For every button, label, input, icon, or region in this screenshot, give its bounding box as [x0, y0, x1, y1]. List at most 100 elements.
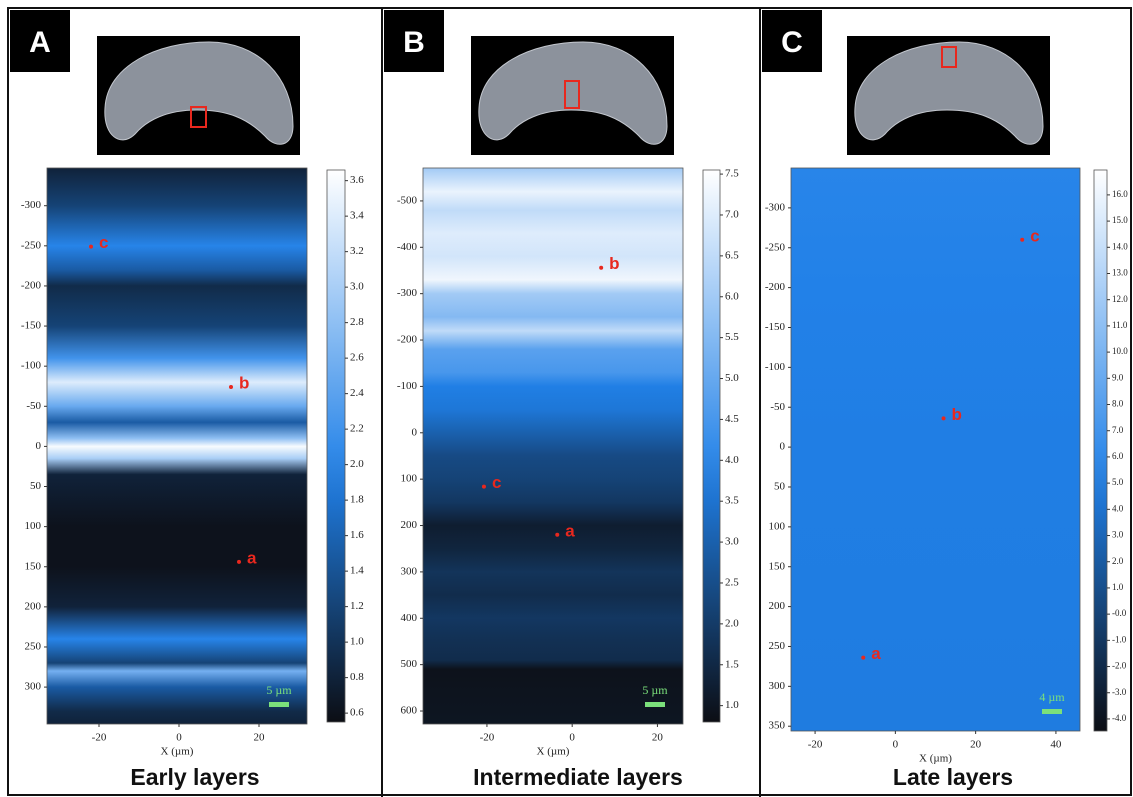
colorbar-tick-label: 1.0 [725, 699, 739, 711]
annotation-point [861, 655, 866, 660]
otolith [478, 41, 668, 145]
colorbar-tick-label: 1.0 [1112, 582, 1124, 592]
colorbar-tick-label: 2.0 [1112, 556, 1124, 566]
colorbar-tick-label: 3.2 [350, 245, 364, 257]
otolith [854, 41, 1044, 145]
x-tick-label: 0 [569, 732, 575, 744]
y-tick-label: -200 [21, 279, 42, 291]
colorbar [1093, 169, 1108, 732]
colorbar-tick-label: 10.0 [1112, 346, 1128, 356]
colorbar-tick-label: 1.6 [350, 529, 364, 541]
heatmap [46, 167, 308, 725]
annotation-label: b [609, 254, 619, 273]
y-tick-label: -50 [770, 401, 785, 413]
panel-caption: Early layers [130, 764, 259, 790]
y-tick-label: 150 [25, 560, 42, 572]
y-tick-label: -300 [397, 287, 418, 299]
colorbar-tick-label: 3.0 [1112, 530, 1124, 540]
y-tick-label: 300 [769, 680, 786, 692]
annotation-point [237, 559, 241, 564]
colorbar-tick-label: 1.8 [350, 494, 364, 506]
colorbar-tick-label: -4.0 [1112, 713, 1127, 723]
y-tick-label: 200 [769, 600, 786, 612]
panel-letter: A [29, 26, 51, 59]
colorbar-tick-label: 5.0 [725, 372, 739, 384]
colorbar-tick-label: 5.5 [725, 331, 739, 343]
colorbar-tick-label: 3.5 [725, 495, 739, 507]
y-tick-label: -250 [21, 239, 42, 251]
colorbar-tick-label: 2.8 [350, 316, 364, 328]
y-tick-label: 50 [774, 481, 786, 493]
colorbar-tick-label: -2.0 [1112, 661, 1127, 671]
y-tick-label: -100 [21, 360, 42, 372]
colorbar-tick-label: 6.0 [725, 290, 739, 302]
frame [7, 7, 1132, 796]
colorbar-tick-label: 7.0 [1112, 425, 1124, 435]
y-tick-label: 50 [30, 480, 42, 492]
x-axis-label: X (µm) [537, 746, 570, 758]
colorbar-tick-label: 4.0 [1112, 503, 1124, 513]
annotation-label: b [239, 374, 249, 393]
y-tick-label: 200 [25, 600, 42, 612]
y-tick-label: 300 [25, 681, 42, 693]
x-tick-label: 40 [1050, 739, 1062, 751]
colorbar-tick-label: 2.5 [725, 577, 739, 589]
y-tick-label: 100 [769, 520, 786, 532]
annotation-point [1020, 237, 1025, 242]
colorbar-tick-label: 3.0 [350, 281, 364, 293]
x-tick-label: 0 [176, 732, 182, 744]
y-tick-label: -400 [397, 241, 418, 253]
colorbar-tick-label: 6.5 [725, 249, 739, 261]
scale-bar [645, 702, 665, 707]
y-tick-label: -200 [765, 281, 786, 293]
y-tick-label: -150 [21, 320, 42, 332]
panel-letter: B [403, 26, 425, 59]
x-tick-label: 20 [652, 732, 664, 744]
colorbar-tick-label: -3.0 [1112, 687, 1127, 697]
y-tick-label: -500 [397, 194, 418, 206]
panel-letter-box [384, 10, 444, 72]
colorbar-tick-label: 15.0 [1112, 215, 1128, 225]
colorbar-tick-label: 2.2 [350, 423, 364, 435]
y-tick-label: -150 [765, 321, 786, 333]
annotation-point [89, 244, 93, 249]
x-axis-label: X (µm) [919, 753, 952, 765]
scale-bar-label: 5 µm [266, 683, 292, 697]
y-tick-label: 200 [401, 519, 418, 531]
colorbar-tick-label: 1.2 [350, 600, 364, 612]
scale-bar-label: 5 µm [642, 683, 668, 697]
annotation-point [599, 265, 604, 270]
colorbar-tick-label: 11.0 [1112, 320, 1128, 330]
scale-bar [1042, 709, 1062, 714]
colorbar-tick-label: 6.0 [1112, 451, 1124, 461]
annotation-label: a [871, 644, 881, 663]
colorbar-tick-label: 8.0 [1112, 399, 1124, 409]
annotation-point [555, 532, 560, 537]
y-tick-label: 400 [401, 612, 418, 624]
colorbar-tick-label: 9.0 [1112, 372, 1124, 382]
colorbar-tick-label: 14.0 [1112, 241, 1128, 251]
y-tick-label: -200 [397, 334, 418, 346]
annotation-label: c [492, 473, 501, 492]
y-tick-label: -50 [26, 400, 41, 412]
y-tick-label: 100 [401, 473, 418, 485]
y-tick-label: 100 [25, 520, 42, 532]
x-tick-label: -20 [92, 732, 107, 744]
colorbar-tick-label: 0.6 [350, 707, 364, 719]
colorbar-tick-label: 12.0 [1112, 294, 1128, 304]
thumbnail-region [564, 80, 580, 109]
x-tick-label: 20 [254, 732, 266, 744]
colorbar-tick-label: 5.0 [1112, 477, 1124, 487]
colorbar-tick-label: 2.0 [725, 617, 739, 629]
colorbar-tick-label: 3.4 [350, 210, 364, 222]
y-tick-label: -300 [765, 201, 786, 213]
x-tick-label: 0 [893, 739, 899, 751]
colorbar-tick-label: 2.6 [350, 352, 364, 364]
x-tick-label: -20 [480, 732, 495, 744]
scale-bar [269, 702, 289, 707]
panel-letter-box [10, 10, 70, 72]
annotation-point [941, 416, 946, 421]
colorbar-tick-label: 7.5 [725, 168, 739, 180]
colorbar-tick-label: 7.0 [725, 209, 739, 221]
